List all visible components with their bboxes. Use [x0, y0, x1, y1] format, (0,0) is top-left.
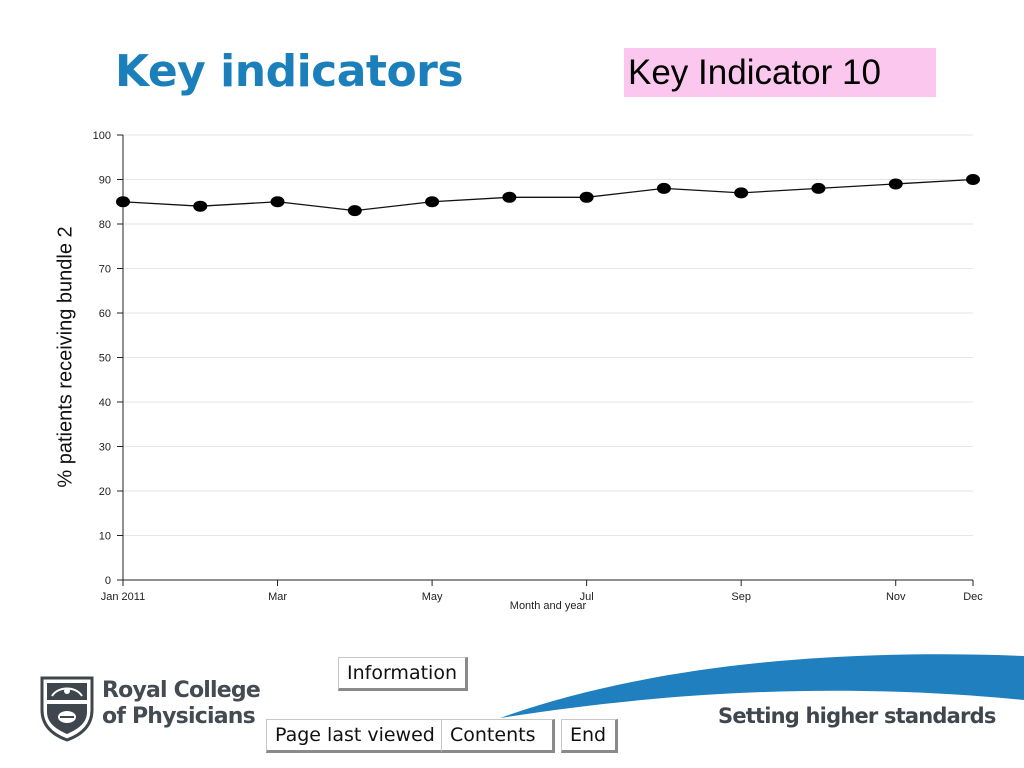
x-tick-label: Sep	[731, 591, 751, 603]
y-tick-label: 50	[99, 353, 111, 365]
data-point	[966, 174, 980, 185]
tagline: Setting higher standards	[718, 704, 996, 728]
indicator-badge: Key Indicator 10	[624, 48, 936, 97]
y-tick-label: 90	[99, 175, 111, 187]
data-point	[811, 182, 826, 194]
y-tick-label: 60	[99, 308, 111, 320]
data-point	[502, 191, 517, 203]
data-point	[116, 196, 130, 208]
x-tick-label: Jul	[580, 591, 594, 603]
y-tick-label: 70	[99, 264, 111, 276]
y-tick-label: 20	[99, 486, 111, 498]
x-tick-label: Jan 2011	[101, 591, 145, 603]
y-tick-label: 30	[99, 442, 111, 454]
page-title: Key indicators	[115, 46, 464, 97]
x-axis-label: Month and year	[509, 600, 587, 612]
x-tick-label: Mar	[268, 591, 287, 603]
contents-button[interactable]: Contents	[441, 719, 555, 753]
y-tick-label: 0	[105, 575, 111, 587]
x-tick-label: Dec	[963, 591, 983, 603]
x-tick-label: May	[422, 591, 443, 603]
data-point	[888, 178, 903, 190]
data-point	[656, 182, 671, 194]
data-point	[579, 191, 594, 203]
rcp-logo-line1: Royal College	[102, 678, 261, 703]
rcp-crest-icon	[40, 676, 94, 742]
page-last-viewed-button[interactable]: Page last viewed	[266, 719, 446, 753]
y-tick-label: 40	[99, 397, 111, 409]
data-point	[425, 196, 440, 208]
y-tick-label: 80	[99, 219, 111, 231]
data-point	[270, 196, 285, 208]
data-point	[734, 187, 749, 199]
rcp-logo-text: Royal College of Physicians	[102, 678, 261, 730]
rcp-logo-line2: of Physicians	[102, 704, 256, 729]
information-button[interactable]: Information	[338, 657, 468, 691]
series-line	[122, 178, 974, 212]
line-chart: 0 10 20 30 40 50 60 70 80 90 100 Jan 2011 Mar May Jul S…	[93, 130, 984, 603]
data-point	[347, 205, 362, 217]
data-point	[193, 200, 208, 212]
y-tick-label: 10	[99, 531, 111, 543]
x-tick-label: Nov	[886, 591, 906, 603]
y-tick-label: 100	[93, 130, 111, 142]
end-button[interactable]: End	[561, 719, 618, 753]
